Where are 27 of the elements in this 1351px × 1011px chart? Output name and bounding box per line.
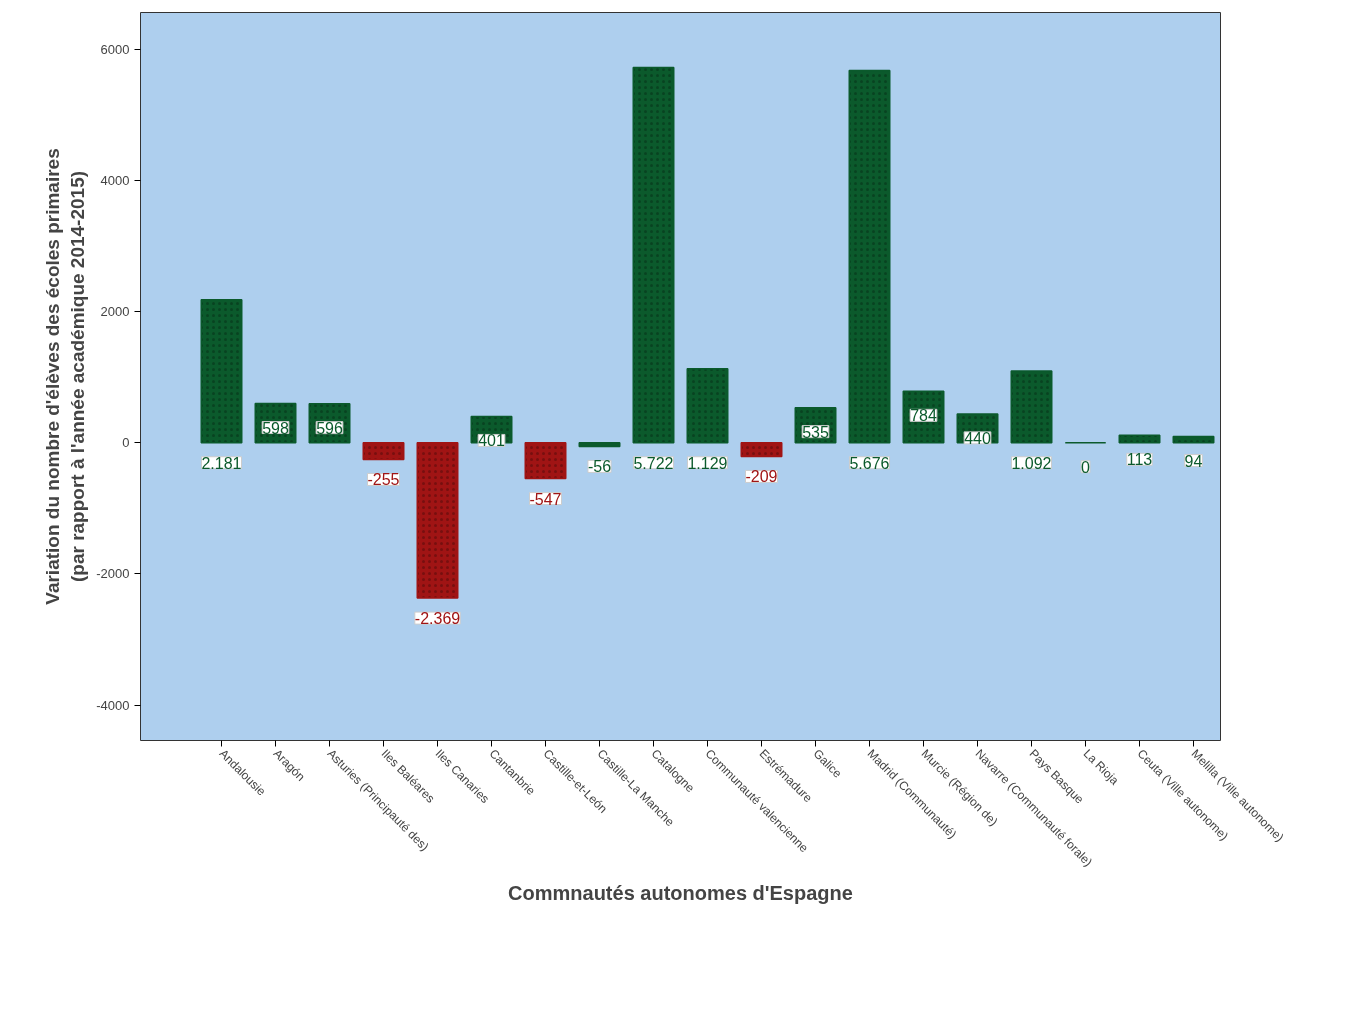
data-label: 596 bbox=[316, 419, 343, 437]
y-tick-label: 0 bbox=[122, 435, 130, 451]
data-label: 401 bbox=[478, 432, 505, 450]
data-label: -547 bbox=[529, 490, 562, 508]
y-axis-title: Variation du nombre d'élèves des écoles primaires (par rapport à l'année académique 2014-2015) bbox=[42, 148, 89, 605]
y-tick-label: -4000 bbox=[96, 697, 130, 713]
data-label: 535 bbox=[802, 423, 829, 441]
data-label: 5.676 bbox=[849, 454, 890, 472]
data-label: -209 bbox=[745, 468, 778, 486]
y-tick-label: 4000 bbox=[100, 172, 130, 188]
data-label: 94 bbox=[1184, 452, 1203, 470]
x-axis-title: Commnautés autonomes d'Espagne bbox=[508, 882, 853, 905]
data-label: 1.129 bbox=[687, 454, 728, 472]
data-label: -56 bbox=[587, 458, 612, 476]
data-label: 0 bbox=[1081, 458, 1091, 476]
data-label: 440 bbox=[964, 429, 991, 447]
y-tick-label: -2000 bbox=[96, 566, 130, 582]
data-label: 1.092 bbox=[1011, 454, 1052, 472]
data-label: 5.722 bbox=[633, 454, 674, 472]
data-label: -2.369 bbox=[414, 610, 461, 628]
data-label: 113 bbox=[1126, 451, 1153, 469]
data-label: -255 bbox=[367, 471, 400, 489]
y-tick-label: 2000 bbox=[100, 304, 130, 320]
data-label: 784 bbox=[910, 407, 937, 425]
data-label: 598 bbox=[262, 419, 289, 437]
data-label: 2.181 bbox=[201, 454, 242, 472]
y-tick-label: 6000 bbox=[100, 41, 130, 57]
